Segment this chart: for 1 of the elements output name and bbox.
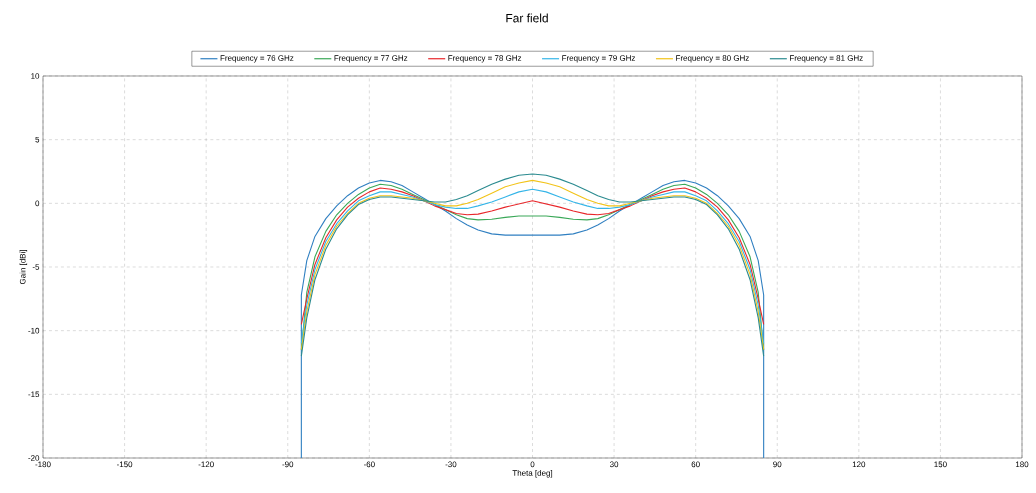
chart-title: Far field bbox=[506, 13, 548, 23]
